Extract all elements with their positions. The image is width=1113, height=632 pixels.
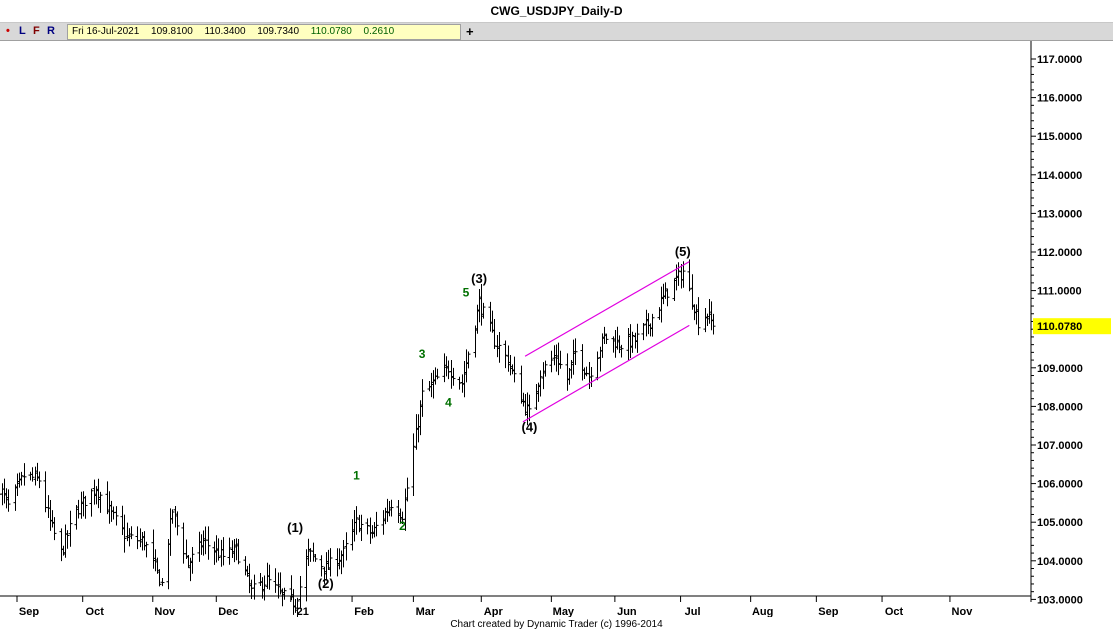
x-tick-label: Apr (484, 606, 504, 617)
y-tick-label: 104.0000 (1037, 556, 1083, 568)
x-tick-label: Sep (19, 606, 39, 617)
price-axis: 117.0000 116.0000 115.0000 114.0000 113.0000… (1031, 54, 1111, 606)
y-tick-label: 111.0000 (1037, 286, 1082, 298)
ohlc-bars (0, 259, 716, 617)
window-title: CWG_USDJPY_Daily-D (0, 0, 1113, 23)
x-tick-label: Dec (218, 606, 238, 617)
wave-label-major: (1) (287, 520, 303, 535)
y-tick-label: 117.0000 (1037, 54, 1082, 66)
y-tick-label: 115.0000 (1037, 131, 1082, 143)
x-tick-label: Jul (685, 606, 701, 617)
wave-label-major: (3) (471, 271, 487, 286)
quote-change: 0.2610 (363, 26, 395, 37)
quote-readout: Fri 16-Jul-2021 109.8100 110.3400 109.73… (67, 24, 461, 40)
x-tick-label: Oct (885, 606, 904, 617)
quote-low: 109.7340 (257, 26, 300, 37)
x-tick-label: Sep (818, 606, 838, 617)
wave-labels: (1) (2) (3) (4) (5) 1 2 3 4 5 (287, 244, 691, 591)
quote-high: 110.3400 (204, 26, 246, 37)
y-tick-label: 106.0000 (1037, 479, 1083, 491)
wave-label-minor: 2 (399, 519, 406, 533)
price-chart[interactable]: (1) (2) (3) (4) (5) 1 2 3 4 5 117.0000 116.0000 115… (0, 41, 1113, 617)
quote-date: Fri 16-Jul-2021 (72, 26, 140, 37)
y-tick-label: 112.0000 (1037, 247, 1082, 259)
wave-label-minor: 3 (419, 347, 426, 361)
y-tick-label: 107.0000 (1037, 440, 1083, 452)
red-dot-icon[interactable]: • (6, 25, 10, 37)
chart-credit: Chart created by Dynamic Trader (c) 1996… (450, 619, 663, 630)
quote-close: 110.0780 (310, 26, 352, 37)
last-price-tag (1033, 318, 1111, 335)
y-tick-label: 116.0000 (1037, 93, 1082, 105)
wave-label-minor: 4 (445, 395, 452, 409)
x-tick-label: May (553, 606, 575, 617)
f-button[interactable]: F (33, 25, 40, 37)
channel-line (522, 324, 690, 423)
wave-label-major: (5) (675, 244, 691, 259)
quote-open: 109.8100 (151, 26, 193, 37)
x-tick-label: Jun (617, 606, 637, 617)
x-tick-label: Nov (952, 606, 974, 617)
x-tick-label: Nov (154, 606, 176, 617)
wave-label-minor: 1 (353, 469, 360, 483)
wave-label-major: (4) (522, 419, 538, 434)
x-tick-label: Mar (416, 606, 436, 617)
time-axis: Sep Oct Nov Dec 21 Feb Mar Apr May Jun Jul Aug Sep Oc… (16, 596, 974, 617)
wave-label-major: (2) (318, 576, 334, 591)
y-tick-label: 109.0000 (1037, 363, 1083, 375)
y-tick-label: 105.0000 (1037, 517, 1083, 529)
chart-frame (0, 41, 1032, 602)
x-tick-label: 21 (297, 606, 309, 617)
channel-line (524, 261, 690, 357)
y-tick-label: 103.0000 (1037, 594, 1083, 606)
x-tick-label: Aug (752, 606, 773, 617)
x-tick-label: Feb (354, 606, 374, 617)
y-tick-label: 108.0000 (1037, 401, 1083, 413)
x-tick-label: Oct (86, 606, 105, 617)
l-button[interactable]: L (19, 25, 26, 37)
add-button[interactable]: + (466, 24, 474, 39)
r-button[interactable]: R (47, 25, 55, 37)
y-tick-label: 114.0000 (1037, 170, 1082, 182)
trend-channel (522, 261, 690, 423)
last-price-label: 110.0780 (1037, 321, 1082, 333)
toolbar: • L F R Fri 16-Jul-2021 109.8100 110.340… (0, 23, 1113, 41)
wave-label-minor: 5 (463, 285, 470, 299)
y-tick-label: 113.0000 (1037, 208, 1082, 220)
